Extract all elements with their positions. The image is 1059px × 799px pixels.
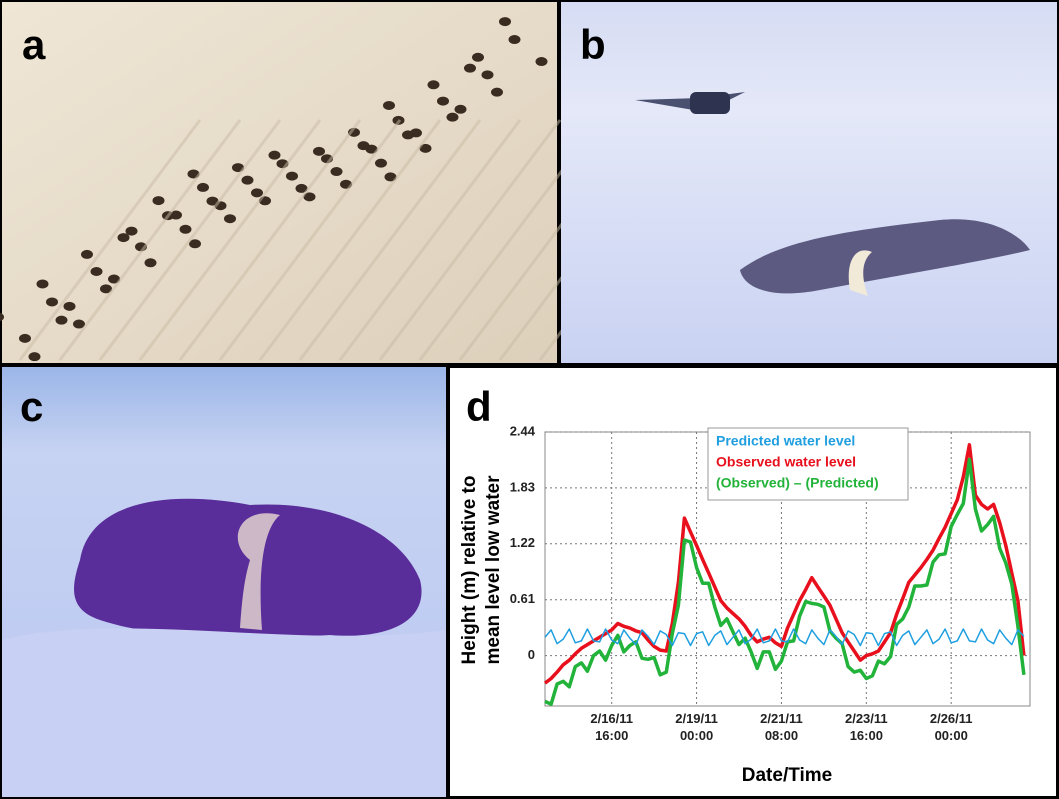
musk-ox <box>242 176 254 185</box>
x-tick-label: 2/16/11 16:00 <box>580 710 644 744</box>
photo-b <box>561 2 1057 363</box>
panel-label: d <box>466 383 492 430</box>
musk-ox <box>447 113 459 122</box>
musk-ox <box>383 101 395 110</box>
musk-ox <box>81 250 93 259</box>
musk-ox <box>464 64 476 73</box>
panel-label: a <box>22 21 46 68</box>
musk-ox <box>509 35 521 44</box>
musk-ox <box>375 159 387 168</box>
musk-ox <box>46 297 58 306</box>
figure: a b c d Height (m) relative to mean leve… <box>0 0 1059 799</box>
x-tick-label: 2/21/11 08:00 <box>749 710 813 744</box>
musk-ox <box>29 352 41 361</box>
y-tick-label: 0.61 <box>510 591 535 606</box>
y-tick-label: 0 <box>528 647 535 662</box>
musk-ox <box>410 128 422 137</box>
y-tick-label: 2.44 <box>510 423 536 438</box>
musk-ox <box>286 172 298 181</box>
musk-ox <box>145 258 157 267</box>
legend-entry: Predicted water level <box>716 433 855 449</box>
musk-ox <box>19 334 31 343</box>
y-tick-label: 1.22 <box>510 535 535 550</box>
musk-ox <box>428 80 440 89</box>
y-axis-title: mean level low water <box>483 475 504 665</box>
musk-ox <box>455 105 467 114</box>
musk-ox <box>180 225 192 234</box>
musk-ox <box>56 316 68 325</box>
plane-body <box>690 92 730 114</box>
x-tick-label: 2/26/11 00:00 <box>919 710 983 744</box>
y-tick-label: 1.83 <box>510 479 535 494</box>
musk-ox <box>126 227 138 236</box>
musk-ox <box>269 151 281 160</box>
musk-ox <box>331 167 343 176</box>
musk-ox <box>536 57 548 66</box>
x-tick-label: 2/23/11 16:00 <box>834 710 898 744</box>
musk-ox <box>153 196 165 205</box>
musk-ox <box>64 302 76 311</box>
musk-ox <box>491 88 503 97</box>
x-tick-label: 2/19/11 00:00 <box>665 710 729 744</box>
x-axis-title: Date/Time <box>742 765 832 786</box>
musk-ox <box>437 97 449 106</box>
panel-label: c <box>20 383 43 430</box>
musk-ox <box>472 53 484 62</box>
panel-label: b <box>580 21 606 68</box>
y-axis-title: Height (m) relative to <box>459 476 480 665</box>
legend-entry: (Observed) – (Predicted) <box>716 475 879 491</box>
musk-ox <box>91 267 103 276</box>
musk-ox <box>197 183 209 192</box>
snow <box>2 628 446 797</box>
musk-ox <box>37 279 49 288</box>
musk-ox <box>224 214 236 223</box>
legend-entry: Observed water level <box>716 454 856 470</box>
musk-ox <box>482 70 494 79</box>
page: a b c d Height (m) relative to mean leve… <box>0 0 1059 799</box>
musk-ox <box>499 17 511 26</box>
musk-ox <box>313 147 325 156</box>
